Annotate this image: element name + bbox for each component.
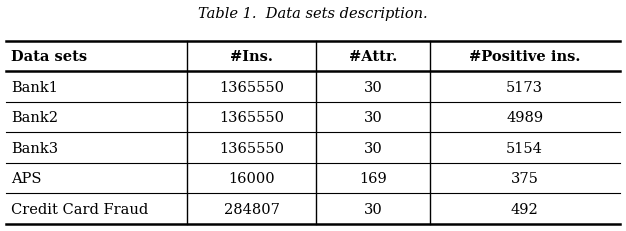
Text: 16000: 16000 (228, 171, 275, 185)
Text: Bank3: Bank3 (11, 141, 58, 155)
Text: 284807: 284807 (223, 202, 280, 216)
Text: Bank2: Bank2 (11, 111, 58, 125)
Text: 5154: 5154 (506, 141, 543, 155)
Text: Data sets: Data sets (11, 50, 88, 64)
Text: #Positive ins.: #Positive ins. (469, 50, 580, 64)
Text: 30: 30 (364, 141, 382, 155)
Text: 30: 30 (364, 202, 382, 216)
Text: 375: 375 (511, 171, 538, 185)
Text: 492: 492 (511, 202, 538, 216)
Text: 1365550: 1365550 (219, 111, 284, 125)
Text: APS: APS (11, 171, 42, 185)
Text: Credit Card Fraud: Credit Card Fraud (11, 202, 148, 216)
Text: 1365550: 1365550 (219, 141, 284, 155)
Text: 4989: 4989 (506, 111, 543, 125)
Text: 5173: 5173 (506, 80, 543, 94)
Text: #Attr.: #Attr. (349, 50, 397, 64)
Text: 1365550: 1365550 (219, 80, 284, 94)
Text: 30: 30 (364, 111, 382, 125)
Text: Table 1.  Data sets description.: Table 1. Data sets description. (198, 7, 428, 21)
Text: 169: 169 (359, 171, 387, 185)
Text: #Ins.: #Ins. (230, 50, 273, 64)
Text: 30: 30 (364, 80, 382, 94)
Text: Bank1: Bank1 (11, 80, 58, 94)
